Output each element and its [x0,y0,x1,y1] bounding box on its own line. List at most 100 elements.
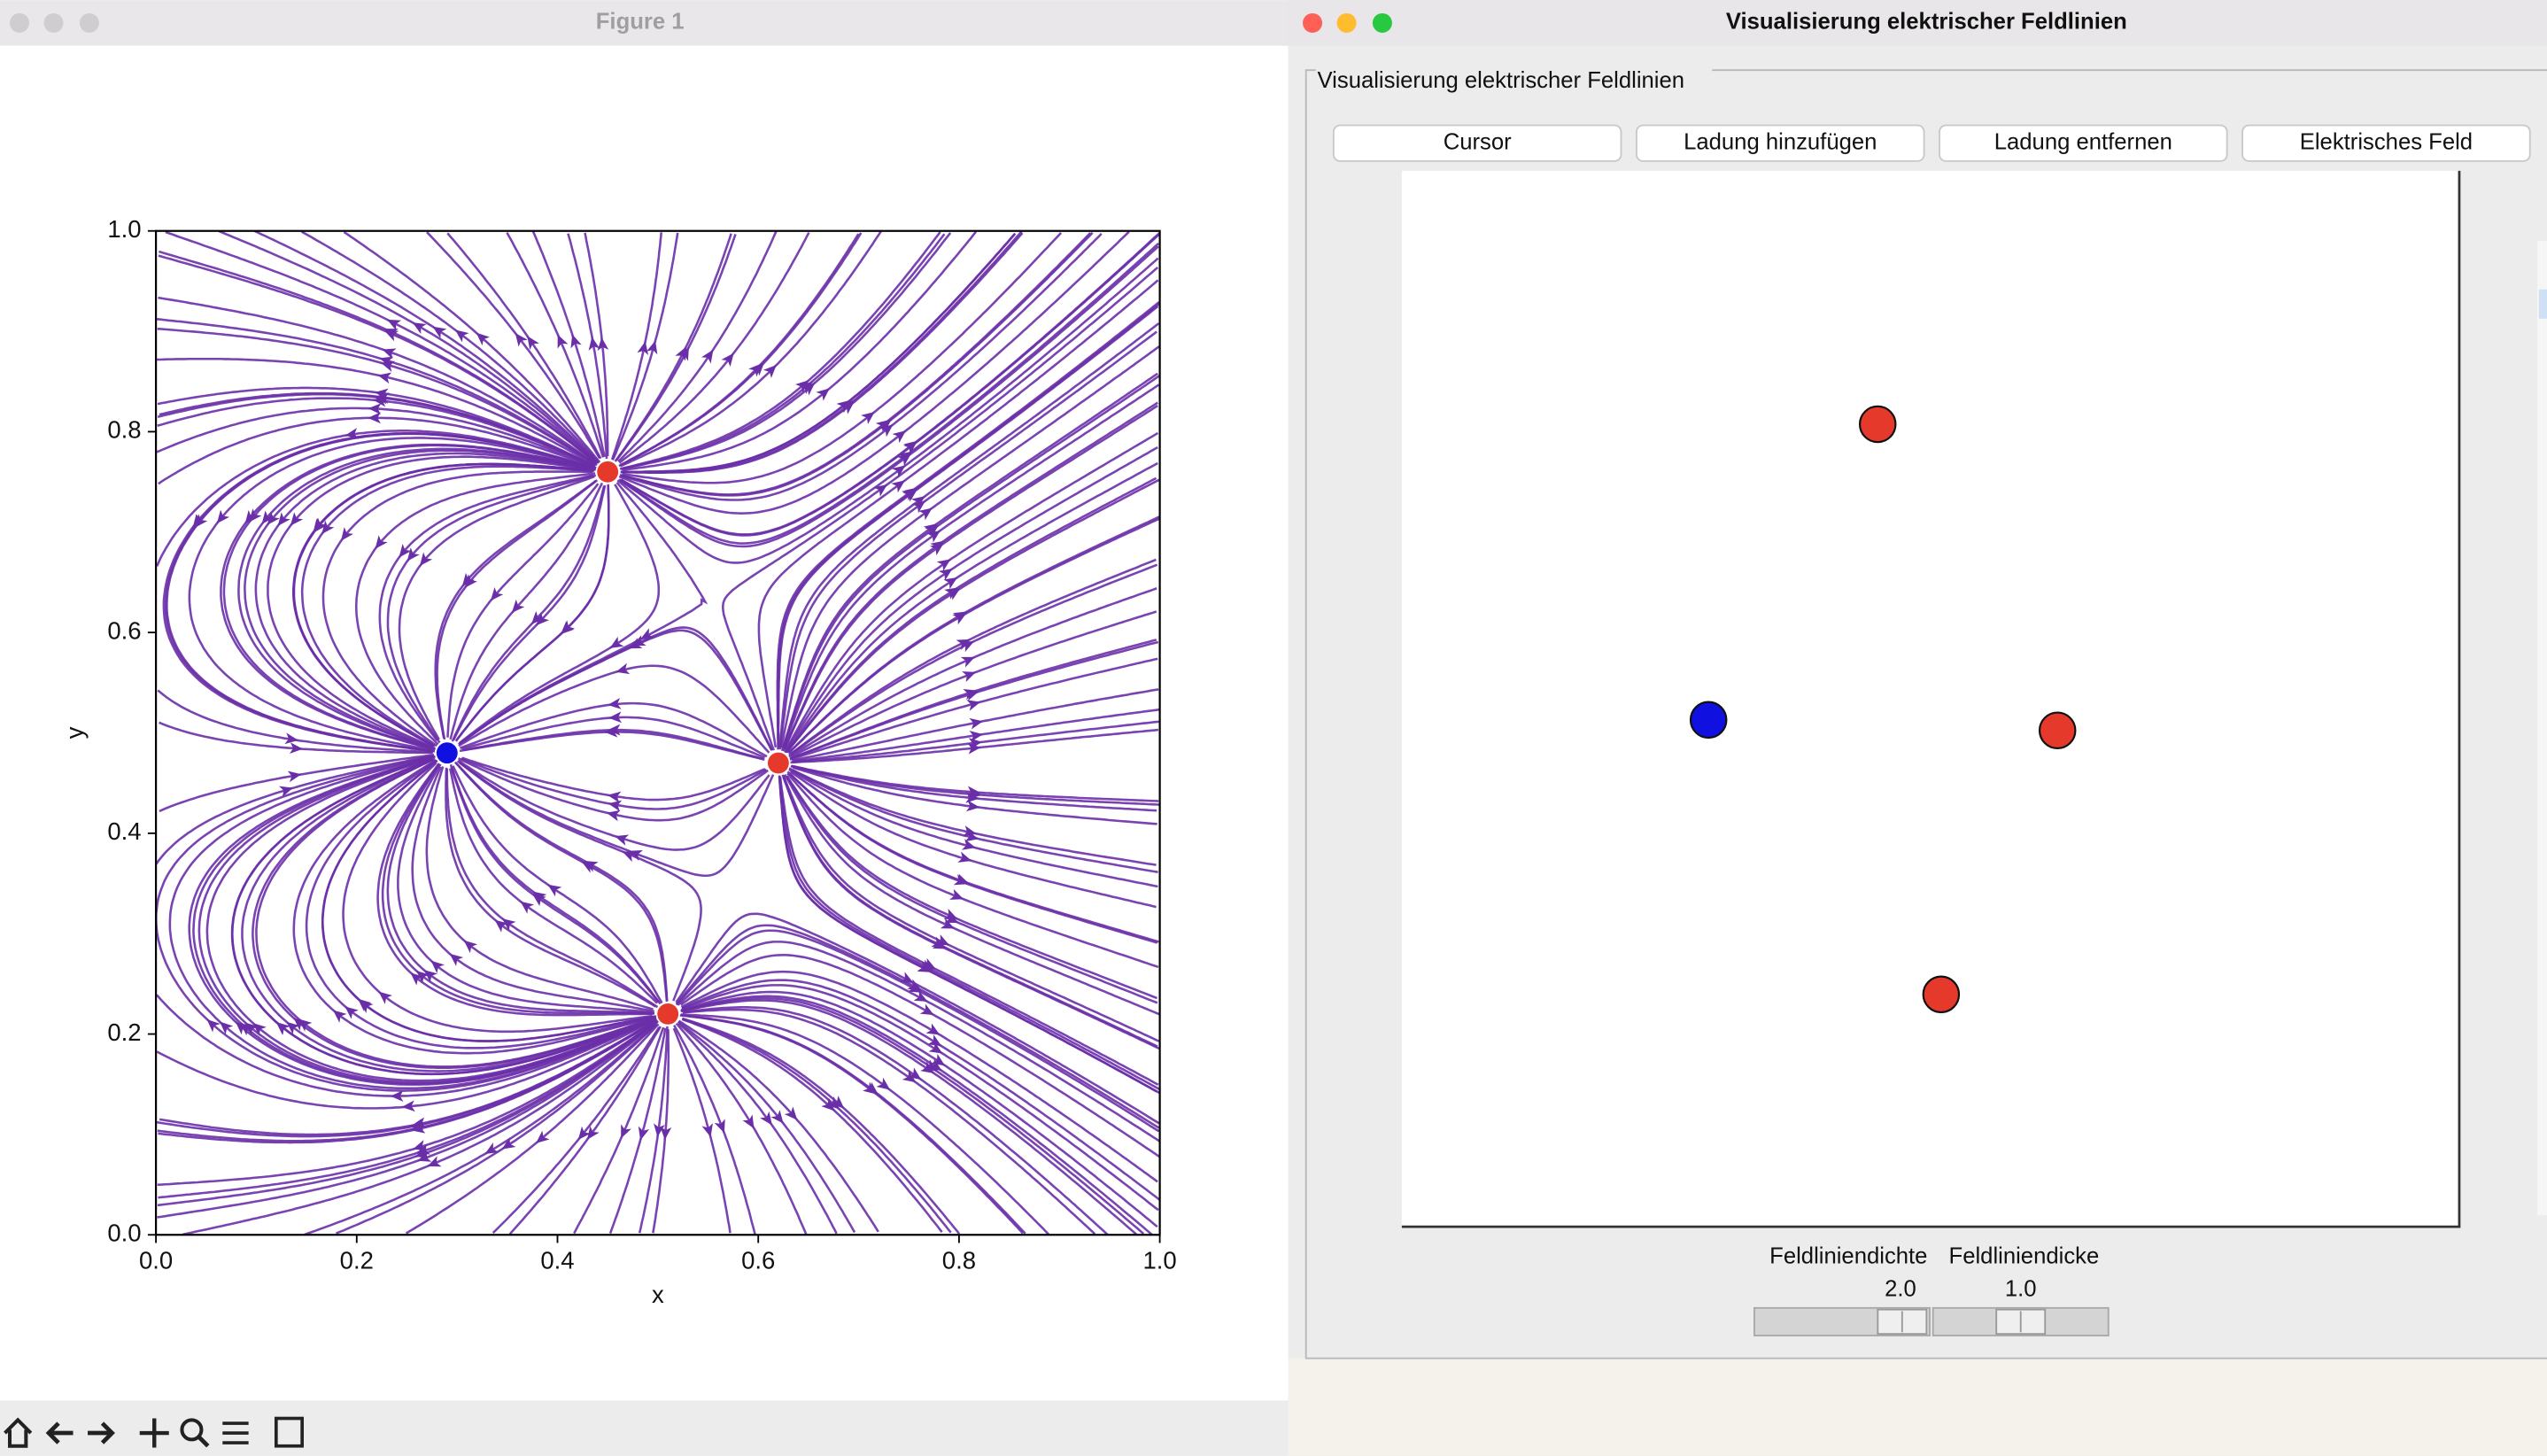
title-bar [0,0,1289,46]
scrollbar-thumb[interactable] [2538,289,2547,319]
field-arrow [275,1022,290,1035]
field-arrow [840,400,855,414]
field-arrow [963,688,978,701]
button[interactable] [1939,124,2228,162]
canvas-charge [1858,405,1897,444]
field-arrow [943,908,958,919]
field-arrow [949,888,964,900]
x-tick-label: 0.6 [741,1247,775,1274]
field-arrow [607,791,622,803]
canvas[interactable] [1401,170,2459,1228]
field-arrow [891,480,905,493]
home-icon[interactable] [4,1417,33,1448]
charge [767,752,789,774]
title-bar [1288,0,2547,46]
zoom-button[interactable] [79,12,99,33]
field-arrow [608,698,622,709]
field-arrow [742,1114,755,1129]
canvas-charge [1689,701,1728,740]
field-arrow [313,519,326,533]
canvas-charge [2038,711,2077,750]
configure-icon[interactable] [222,1421,249,1444]
minimize-button[interactable] [43,12,64,33]
save-icon[interactable] [274,1416,304,1448]
field-arrow [943,577,958,590]
field-arrow [345,1006,359,1019]
app-footer [1288,1358,2547,1456]
field-arrow [830,1096,845,1109]
field-arrow [427,1156,442,1167]
field-arrow [490,586,504,601]
scrollbar[interactable] [2536,240,2547,1216]
zoom-icon[interactable] [180,1418,210,1448]
close-button[interactable] [10,12,30,33]
field-arrow [608,800,623,812]
field-arrow [511,599,525,613]
field-arrow [966,700,981,711]
field-arrow [654,1123,665,1137]
close-button[interactable] [1303,12,1323,33]
minimize-button[interactable] [1336,12,1357,33]
field-arrow [962,671,977,683]
field-arrow [520,901,535,914]
field-arrow [244,509,258,524]
field-arrow [927,1034,942,1047]
field-arrow [375,392,390,404]
field-arrow [378,991,392,1004]
field-arrow [530,610,545,625]
field-arrow [357,998,372,1011]
field-arrow [751,362,764,376]
field-arrow [379,356,394,368]
y-tick-label: 0.0 [107,1220,141,1247]
forward-icon[interactable] [88,1421,115,1444]
field-arrow [965,800,980,812]
pan-icon[interactable] [139,1418,169,1448]
field-arrow [637,341,649,355]
field-arrow [957,851,972,863]
field-arrow [606,809,621,822]
field-arrow [621,1124,631,1139]
field-arrow [419,552,433,566]
field-arrow [383,329,399,339]
field-arrow [411,1122,426,1134]
back-icon[interactable] [45,1421,74,1444]
button[interactable] [1636,124,1925,162]
field-arrow [430,960,445,974]
zoom-button[interactable] [1372,12,1392,33]
y-tick-label: 0.6 [107,616,141,644]
field-arrow [928,1042,943,1054]
field-arrow [416,1143,431,1155]
field-arrow [484,1142,499,1154]
field-arrow [527,336,539,350]
field-arrow [286,1021,300,1035]
field-arrow [333,1010,347,1023]
field-arrow [969,730,983,742]
field-arrow [930,540,944,554]
charge [597,461,619,483]
field-arrow [461,572,476,587]
field-arrow [913,990,928,1003]
button-label: Ladung hinzufügen [1684,129,1877,154]
field-arrow [423,970,437,983]
field-arrow [967,742,981,755]
field-arrow [936,559,951,571]
field-arrow [532,891,547,904]
field-arrow [638,1126,650,1141]
field-arrow [277,512,290,526]
field-arrow [721,352,734,368]
field-arrow [476,332,491,346]
field-arrow [289,742,304,755]
button[interactable] [1332,124,1622,162]
field-arrow [961,839,976,850]
field-arrow [956,639,971,651]
field-arrow [536,1130,550,1143]
canvas-charge [1922,975,1961,1014]
group-frame [1304,69,2547,1359]
charge [436,742,458,764]
field-arrow [390,1090,404,1103]
field-arrow [387,319,402,331]
field-arrow [547,884,562,897]
field-arrow [607,724,621,736]
button[interactable] [2241,124,2531,162]
